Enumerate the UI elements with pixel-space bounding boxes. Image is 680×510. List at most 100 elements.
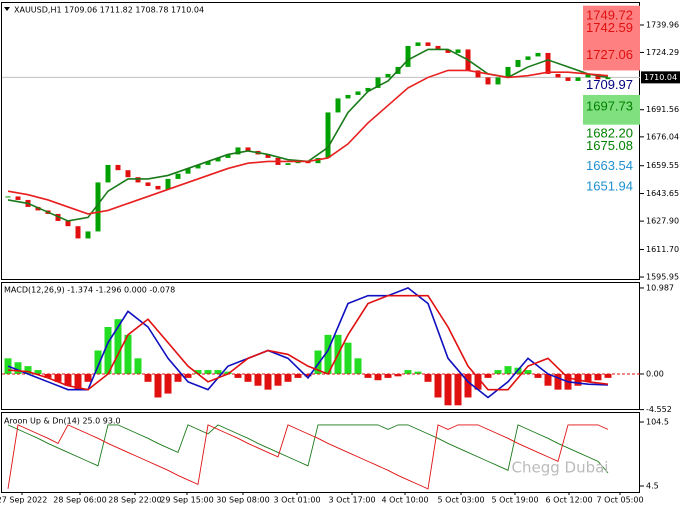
- watermark: Chegg Dubai: [512, 459, 609, 477]
- y-tick-label: 1627.90: [646, 217, 679, 226]
- candle: [365, 87, 371, 92]
- candle: [205, 161, 211, 165]
- histogram-bar: [164, 373, 172, 394]
- candle: [135, 177, 141, 183]
- candle: [475, 70, 481, 78]
- histogram-bar: [144, 373, 152, 382]
- y-tick-label: 1691.56: [646, 105, 679, 114]
- candle: [425, 42, 431, 46]
- candle: [95, 182, 101, 232]
- candle: [605, 77, 611, 80]
- histogram-bar: [184, 373, 192, 378]
- panel-title: MACD(12,26,9) -1.374 -1.296 0.000 -0.078: [4, 286, 175, 295]
- x-tick-label: 3 Oct 01:00: [273, 496, 320, 505]
- histogram-bar: [424, 373, 432, 382]
- candle: [185, 168, 191, 174]
- histogram-bar: [234, 373, 242, 378]
- histogram-bar: [204, 370, 212, 374]
- x-tick-label: 5 Oct 03:00: [437, 496, 484, 505]
- candle: [55, 213, 61, 221]
- x-tick-label: 27 Sep 2022: [0, 496, 47, 505]
- candle: [215, 157, 221, 162]
- x-tick-label: 7 Oct 05:00: [596, 496, 643, 505]
- candle: [125, 170, 131, 178]
- candle: [85, 231, 91, 239]
- histogram-bar: [84, 373, 92, 382]
- level-label: 1749.72: [586, 7, 633, 22]
- candle: [435, 45, 441, 50]
- histogram-bar: [444, 373, 452, 406]
- x-tick-label: 28 Sep 06:00: [53, 496, 106, 505]
- candle: [65, 220, 71, 227]
- panel-title: Aroon Up & Dn(14) 25.0 93.0: [4, 417, 121, 426]
- histogram-bar: [64, 373, 72, 386]
- histogram-bar: [14, 362, 22, 374]
- histogram-bar: [404, 370, 412, 374]
- histogram-bar: [174, 373, 182, 382]
- y-tick-label: 1739.96: [646, 20, 679, 29]
- histogram-bar: [284, 373, 292, 382]
- candle: [345, 94, 351, 99]
- histogram-bar: [264, 373, 272, 390]
- histogram-bar: [484, 373, 492, 378]
- symbol-arrow: [4, 7, 10, 11]
- candle: [335, 98, 341, 113]
- level-label: 1675.08: [586, 138, 633, 153]
- candle: [575, 77, 581, 81]
- candle: [15, 196, 21, 200]
- histogram-bar: [604, 373, 612, 378]
- histogram-bar: [214, 370, 222, 374]
- level-label: 1663.54: [586, 158, 633, 173]
- histogram-bar: [244, 373, 252, 382]
- candle: [445, 49, 451, 53]
- x-tick-label: 28 Sep 22:00: [108, 496, 161, 505]
- candle: [405, 45, 411, 67]
- candle: [195, 164, 201, 169]
- histogram-bar: [364, 373, 372, 378]
- candle: [175, 173, 181, 179]
- histogram-bar: [344, 342, 352, 374]
- y-tick-label: 1611.70: [646, 245, 679, 254]
- histogram-bar: [254, 373, 262, 386]
- candle: [595, 73, 601, 80]
- histogram-bar: [464, 373, 472, 398]
- candle: [495, 77, 501, 85]
- panel-title: XAUUSD,H1 1709.06 1711.82 1708.78 1710.0…: [14, 6, 204, 15]
- candle: [265, 154, 271, 158]
- candle: [295, 161, 301, 164]
- histogram-bar: [594, 373, 602, 381]
- candle: [555, 73, 561, 78]
- histogram-bar: [584, 373, 592, 382]
- candle: [565, 77, 571, 81]
- candle: [375, 77, 381, 88]
- candle: [535, 52, 541, 57]
- indicator-line: [7, 424, 609, 474]
- histogram-bar: [134, 358, 142, 374]
- y-tick-label: 0.00: [646, 369, 664, 378]
- histogram-bar: [94, 350, 102, 374]
- level-label: 1709.97: [586, 77, 633, 92]
- x-tick-label: 5 Oct 19:00: [491, 496, 538, 505]
- histogram-bar: [54, 373, 62, 382]
- y-tick-label: 1595.95: [646, 273, 679, 282]
- histogram-bar: [374, 373, 382, 381]
- histogram-bar: [454, 373, 462, 406]
- histogram-bar: [394, 373, 402, 377]
- histogram-bar: [554, 373, 562, 390]
- level-label: 1682.20: [586, 126, 633, 141]
- x-tick-label: 4 Oct 10:00: [381, 496, 428, 505]
- y-tick-label: 1643.65: [646, 189, 679, 198]
- histogram-bar: [504, 366, 512, 374]
- histogram-bar: [544, 373, 552, 386]
- y-tick-label: 1659.55: [646, 161, 679, 170]
- x-tick-label: 3 Oct 17:00: [328, 496, 375, 505]
- candle: [385, 73, 391, 78]
- candle: [525, 56, 531, 60]
- current-price-label: 1710.04: [644, 73, 677, 82]
- y-tick-label: 1724.29: [646, 48, 679, 57]
- candle: [245, 147, 251, 151]
- candle: [35, 206, 41, 211]
- indicator-line: [7, 69, 609, 215]
- histogram-bar: [494, 370, 502, 374]
